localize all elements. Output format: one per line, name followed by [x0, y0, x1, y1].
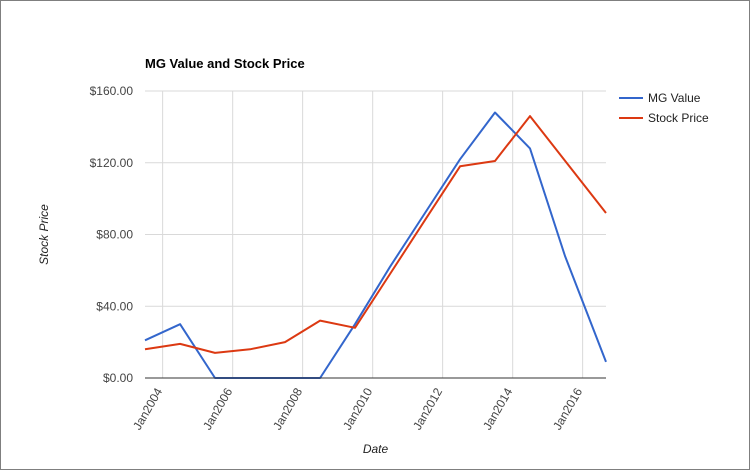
chart-title: MG Value and Stock Price	[145, 56, 305, 71]
series-line-mg-value	[144, 111, 607, 379]
x-tick-label: Jan2012	[410, 385, 445, 432]
x-tick-label: Jan2014	[480, 385, 515, 432]
x-tick-label: Jan2006	[200, 385, 235, 432]
x-tick-label: Jan2016	[550, 385, 585, 432]
grid	[145, 90, 606, 378]
y-axis-title: Stock Price	[37, 204, 51, 265]
x-axis-ticks: Jan2004 Jan2006 Jan2008 Jan2010 Jan2012 Jan20…	[130, 385, 585, 432]
x-tick-label: Jan2008	[270, 385, 305, 432]
x-axis-title: Date	[363, 442, 389, 456]
series-line-stock-price	[144, 115, 607, 354]
x-tick-label: Jan2010	[340, 385, 375, 432]
legend-label-stock-price: Stock Price	[648, 111, 709, 125]
legend: MG Value Stock Price	[619, 91, 709, 125]
y-axis-ticks: $0.00 $40.00 $80.00 $120.00 $160.00	[90, 84, 134, 385]
y-tick-label: $40.00	[96, 299, 133, 313]
series-lines	[144, 111, 607, 379]
y-tick-label: $160.00	[90, 84, 134, 98]
y-tick-label: $0.00	[103, 371, 133, 385]
y-tick-label: $120.00	[90, 156, 134, 170]
y-tick-label: $80.00	[96, 228, 133, 242]
legend-label-mg-value: MG Value	[648, 91, 701, 105]
x-tick-label: Jan2004	[130, 385, 165, 432]
